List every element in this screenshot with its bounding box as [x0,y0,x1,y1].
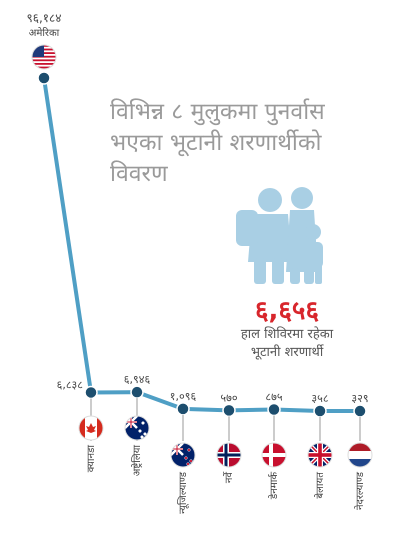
title-line-3: विवरण [110,161,168,187]
camp-stat-label-1: हाल शिविरमा रहेका [240,327,334,342]
category-label: क्यानडा [86,445,97,473]
value-label: ६,८३८ [57,378,84,391]
uk-flag-ring [307,442,333,468]
netherlands-flag-ring [347,442,373,468]
series-line [42,76,362,414]
flag-icons [31,44,373,468]
data-point [222,403,236,418]
category-label: बेलायत [314,472,326,499]
data-point [267,402,281,417]
category-label: नेदरल्याण्ड [354,471,366,510]
denmark-flag [262,443,286,467]
title-line-2: भएका भूटानी शरणार्थीको [110,130,322,156]
new-zealand-flag [171,443,195,467]
category-label: अमेरिका [29,27,60,39]
value-label: ३५८ [311,392,328,405]
denmark-flag-ring [261,442,287,468]
data-point [313,404,327,418]
data-point [37,71,51,85]
category-labels: अमेरिका क्यानडा अष्ट्रेलिया न्यूजिल्याण्ड नर… [29,27,366,514]
value-label: ९६,१८४ [26,11,61,25]
us-flag-ring [31,44,57,70]
value-labels: ९६,१८४ ६,८३८ ६,९४६ १,०९६ ५७० ८७५ ३५८ ३२९ [26,11,368,405]
data-point [353,404,367,418]
category-label: न्यूजिल्याण्ड [177,471,189,513]
category-label: अष्ट्रेलिया [131,445,143,477]
uk-flag [308,443,332,467]
category-label: नर्वे [223,471,235,483]
chart-title: विभिन्न ८ मुलुकमा पुनर्वास भएका भूटानी श… [110,97,370,190]
australia-flag [125,416,149,440]
value-label: ५७० [220,391,237,404]
refugee-family-icon [236,187,323,284]
value-label: १,०९६ [170,390,197,403]
netherlands-flag [348,443,372,467]
us-flag [32,45,56,69]
australia-flag-ring [124,415,150,441]
value-label: ६,९४६ [124,373,151,386]
norway-flag-ring [216,442,242,468]
canada-flag [79,416,103,440]
value-label: ८७५ [265,391,282,404]
canada-flag-ring [78,415,104,441]
category-label: डेनमार्क [268,472,280,500]
camp-stat-label-2: भूटानी शरणार्थी [250,345,324,360]
data-point [84,385,98,400]
new-zealand-flag-ring [170,442,196,468]
data-point [176,402,190,416]
camp-stat: ६,६५६ हाल शिविरमा रहेका भूटानी शरणार्थी [222,296,352,362]
norway-flag [217,443,241,467]
data-point [130,385,144,399]
title-line-1: विभिन्न ८ मुलुकमा पुनर्वास [110,99,325,125]
camp-stat-value: ६,६५६ [255,296,319,326]
data-points [37,71,367,418]
value-label: ३२९ [351,392,368,405]
